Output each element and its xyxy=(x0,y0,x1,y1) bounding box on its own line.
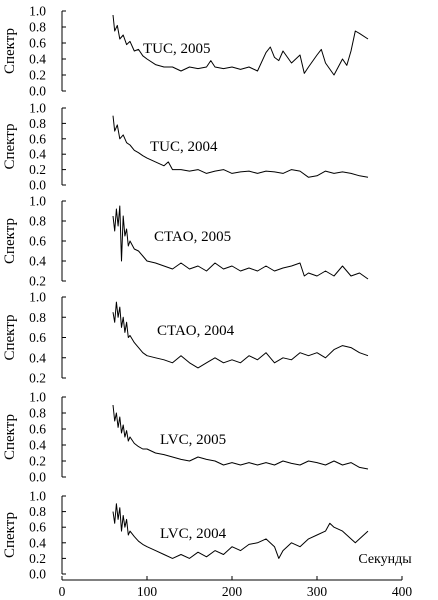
series-line xyxy=(112,404,369,470)
y-tick-label: 0.8 xyxy=(29,504,46,519)
y-tick-label: 1.0 xyxy=(29,290,46,305)
y-tick-label: 1.0 xyxy=(29,390,46,405)
series-line xyxy=(112,14,369,76)
station-annotation: CTAO, 2004 xyxy=(157,323,235,339)
station-annotation: LVC, 2005 xyxy=(160,432,226,448)
y-tick-label: 0.8 xyxy=(29,310,46,325)
y-tick-label: 0.0 xyxy=(29,84,46,99)
series-line xyxy=(112,503,369,559)
series-line xyxy=(112,205,369,280)
y-axis-label: Спектр xyxy=(2,218,18,264)
y-axis-label: Спектр xyxy=(2,28,18,74)
y-tick-label: 0.6 xyxy=(29,234,46,249)
y-tick-label: 1.0 xyxy=(29,489,46,504)
x-tick-label: 300 xyxy=(307,584,328,599)
station-annotation: LVC, 2004 xyxy=(160,526,227,542)
y-axis-label: Спектр xyxy=(2,123,18,169)
y-tick-label: 0.8 xyxy=(29,214,46,229)
station-annotation: CTAO, 2005 xyxy=(154,229,231,245)
x-tick-label: 400 xyxy=(392,584,413,599)
y-tick-label: 0.2 xyxy=(29,454,46,469)
y-tick-label: 1.0 xyxy=(29,194,46,209)
y-axis-label: Спектр xyxy=(2,314,18,360)
y-tick-label: 0.8 xyxy=(29,20,46,35)
y-tick-label: 0.0 xyxy=(29,178,46,193)
y-tick-label: 0.4 xyxy=(29,52,46,67)
y-tick-label: 0.4 xyxy=(29,147,46,162)
series-line xyxy=(112,115,369,178)
x-axis: 0 100 200 300 400 Секунды xyxy=(59,552,413,599)
y-tick-label: 0.6 xyxy=(29,422,46,437)
series-line xyxy=(112,301,369,369)
y-axis-label: Спектр xyxy=(2,414,18,460)
y-tick-label: 0.6 xyxy=(29,36,46,51)
y-tick-label: 0.6 xyxy=(29,330,46,345)
station-annotation: TUC, 2005 xyxy=(143,41,211,57)
panel-4: 0.2 0.4 0.6 0.8 1.0 Спектр CTAO, 2004 xyxy=(2,290,369,386)
panel-5: 0.00.20.40.60.81.0 Спектр LVC, 2005 xyxy=(2,390,369,485)
x-tick-label: 200 xyxy=(222,584,243,599)
y-axis-label: Спектр xyxy=(2,512,18,558)
y-tick-label: 0.2 xyxy=(29,551,46,566)
x-tick-label: 0 xyxy=(59,584,66,599)
y-tick-label: 0.6 xyxy=(29,520,46,535)
y-tick-label: 1.0 xyxy=(29,101,46,116)
panel-1: 0.00.20.40.60.81.0 Спектр TUC, 2005 xyxy=(2,4,369,99)
panel-3: 0.2 0.4 0.6 0.8 1.0 Спектр CTAO, 2005 xyxy=(2,194,369,289)
y-tick-label: 0.6 xyxy=(29,131,46,146)
y-tick-label: 0.0 xyxy=(29,470,46,485)
y-tick-label: 0.0 xyxy=(29,567,46,582)
panel-6: 0.00.20.40.60.81.0 Спектр LVC, 2004 xyxy=(2,489,369,582)
y-tick-label: 0.2 xyxy=(29,371,46,386)
x-axis-label: Секунды xyxy=(358,552,412,567)
panel-2: 0.00.20.40.60.81.0 Спектр TUC, 2004 xyxy=(2,101,369,193)
y-tick-label: 0.2 xyxy=(29,274,46,289)
station-annotation: TUC, 2004 xyxy=(150,139,218,155)
x-tick-label: 100 xyxy=(137,584,158,599)
y-tick-label: 0.4 xyxy=(29,254,46,269)
y-tick-label: 0.8 xyxy=(29,406,46,421)
y-tick-label: 0.2 xyxy=(29,68,46,83)
y-tick-label: 0.4 xyxy=(29,350,46,365)
y-tick-label: 0.2 xyxy=(29,162,46,177)
y-tick-label: 0.4 xyxy=(29,438,46,453)
y-tick-label: 0.4 xyxy=(29,535,46,550)
y-tick-label: 1.0 xyxy=(29,4,46,19)
y-tick-label: 0.8 xyxy=(29,116,46,131)
